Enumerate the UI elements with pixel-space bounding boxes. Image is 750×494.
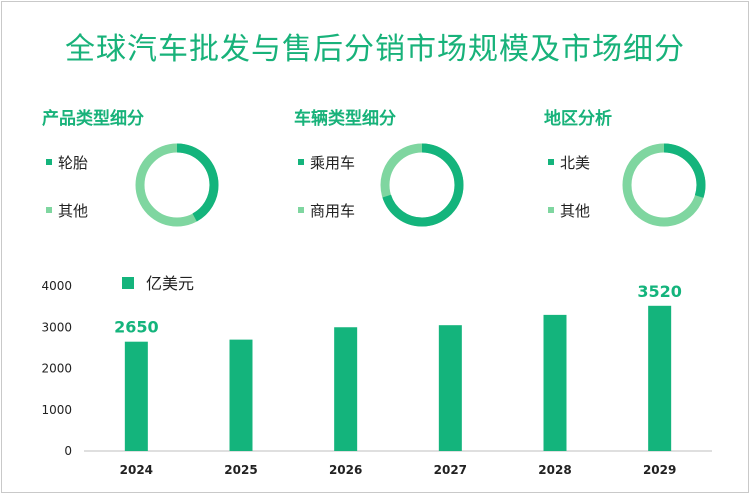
bar-2029 (648, 305, 672, 451)
legend-swatch-primary (298, 158, 304, 165)
bar-2025 (229, 339, 253, 451)
page-title: 全球汽车批发与售后分销市场规模及市场细分 (65, 32, 685, 67)
legend-label: 其他 (58, 202, 89, 220)
legend-item-other-product: 其他 (46, 200, 88, 221)
x-tick-label: 2026 (329, 463, 362, 477)
legend-label: 其他 (560, 202, 591, 220)
data-label: 2650 (114, 318, 159, 337)
segment-title-product: 产品类型细分 (42, 109, 144, 129)
donut-slice-primary (380, 143, 464, 227)
x-tick-label: 2024 (120, 463, 153, 477)
data-label: 3520 (637, 282, 682, 301)
y-tick-label: 2000 (41, 362, 72, 376)
legend-swatch-primary (46, 158, 52, 165)
y-tick-label: 3000 (41, 320, 72, 334)
donut-product-type (135, 143, 219, 227)
x-tick-label: 2028 (538, 463, 571, 477)
segment-title-vehicle: 车辆类型细分 (294, 109, 396, 129)
y-tick-label: 1000 (41, 403, 72, 417)
legend-swatch (122, 277, 134, 289)
bar-2028 (543, 314, 567, 451)
bar-2024 (124, 341, 148, 451)
x-tick-label: 2025 (224, 463, 257, 477)
legend-swatch-primary (548, 158, 554, 165)
legend-swatch-light (548, 206, 554, 213)
legend-swatch-light (46, 206, 52, 213)
x-tick-label: 2027 (434, 463, 467, 477)
bar-2026 (334, 327, 358, 451)
y-tick-label: 4000 (41, 279, 72, 293)
legend-swatch-light (298, 206, 304, 213)
legend-label: 亿美元 (146, 274, 194, 293)
bar-2027 (438, 325, 462, 451)
donut-slice-primary (622, 143, 706, 227)
legend-item-north-america: 北美 (548, 152, 590, 173)
legend-item-other-region: 其他 (548, 200, 590, 221)
donut-vehicle-type (380, 143, 464, 227)
donut-region (622, 143, 706, 227)
segment-title-region: 地区分析 (544, 109, 612, 129)
donut-slice-primary (135, 143, 219, 227)
legend-label: 商用车 (310, 202, 356, 220)
legend-label: 北美 (560, 154, 591, 172)
legend-label: 轮胎 (58, 154, 89, 172)
legend-item-tire: 轮胎 (46, 152, 88, 173)
y-tick-label: 0 (64, 444, 72, 458)
legend-item-passenger: 乘用车 (298, 152, 355, 173)
legend-label: 乘用车 (310, 154, 356, 172)
legend-item-commercial: 商用车 (298, 200, 355, 221)
x-tick-label: 2029 (643, 463, 676, 477)
